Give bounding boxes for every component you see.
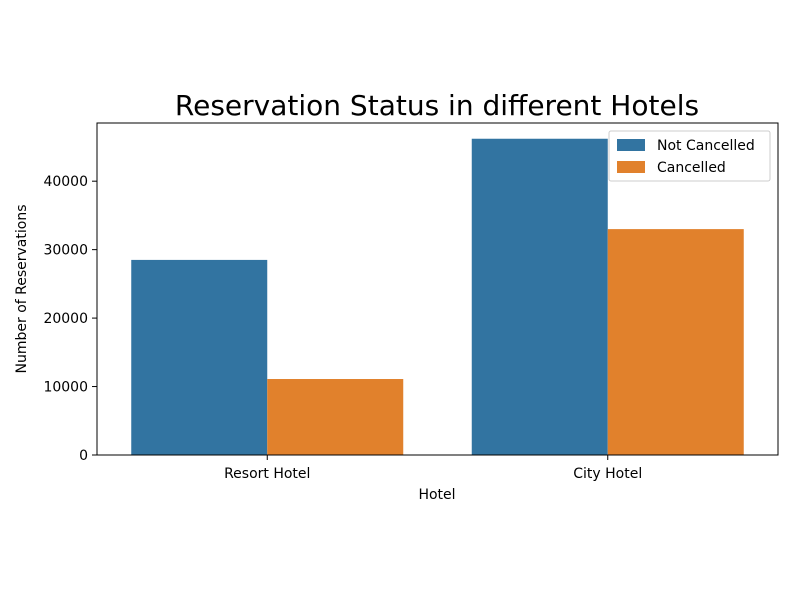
y-tick-label: 0 <box>79 448 88 464</box>
legend-swatch-cancelled <box>617 161 645 173</box>
x-tick-label: Resort Hotel <box>224 466 310 482</box>
bar-not-cancelled-city-hotel <box>471 138 608 455</box>
legend-label-not-cancelled: Not Cancelled <box>657 138 755 154</box>
y-tick-label: 40000 <box>43 174 88 190</box>
y-axis-label: Number of Reservations <box>14 205 30 374</box>
x-axis: Resort Hotel City Hotel <box>224 455 642 482</box>
y-tick-label: 10000 <box>43 380 88 396</box>
bar-cancelled-resort-hotel <box>267 379 404 455</box>
plot-area <box>96 122 779 456</box>
legend-swatch-not-cancelled <box>617 139 645 151</box>
x-tick-label: City Hotel <box>573 466 642 482</box>
y-axis: 0 10000 20000 30000 40000 <box>43 174 97 464</box>
bars <box>131 138 744 455</box>
legend: Not Cancelled Cancelled <box>608 130 771 182</box>
legend-label-cancelled: Cancelled <box>657 160 726 176</box>
x-axis-label: Hotel <box>418 487 455 503</box>
y-tick-label: 20000 <box>43 311 88 327</box>
y-tick-label: 30000 <box>43 243 88 259</box>
bar-cancelled-city-hotel <box>607 229 744 455</box>
legend-box <box>608 130 771 182</box>
plot-frame <box>96 122 779 456</box>
bar-not-cancelled-resort-hotel <box>131 259 268 455</box>
chart-title: Reservation Status in different Hotels <box>175 89 699 122</box>
